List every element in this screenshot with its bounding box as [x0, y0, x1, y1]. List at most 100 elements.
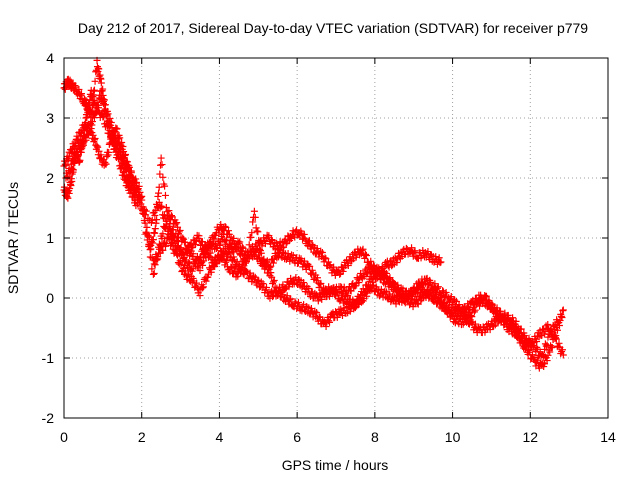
data-point — [288, 251, 296, 259]
data-point — [558, 313, 566, 321]
data-point — [188, 278, 196, 286]
data-point — [191, 241, 199, 249]
data-point — [215, 229, 223, 237]
data-point — [233, 269, 241, 277]
data-point — [303, 303, 311, 311]
data-point — [195, 232, 203, 240]
data-point — [88, 118, 96, 126]
y-axis-ticks: -2 -1 0 1 2 3 4 — [42, 50, 608, 426]
data-point — [179, 234, 187, 242]
data-point — [120, 169, 128, 177]
data-point — [82, 136, 90, 144]
data-point — [267, 269, 275, 277]
x-tick-label: 10 — [445, 429, 461, 445]
data-point — [245, 241, 253, 249]
y-axis-label: SDTVAR / TECUs — [5, 182, 21, 294]
data-point — [388, 279, 396, 287]
data-point — [109, 135, 117, 143]
data-point — [272, 292, 280, 300]
data-point — [434, 283, 442, 291]
data-point — [317, 247, 325, 255]
data-point — [155, 183, 163, 191]
data-point — [100, 99, 108, 107]
data-point — [265, 232, 273, 240]
data-point — [253, 227, 261, 235]
data-point — [236, 265, 244, 273]
data-point — [151, 225, 159, 233]
x-axis-ticks: 0 2 4 6 8 10 12 14 — [60, 58, 616, 445]
data-point — [541, 345, 549, 353]
data-point — [237, 251, 245, 259]
data-point — [397, 284, 405, 292]
data-point — [91, 134, 99, 142]
data-point — [463, 318, 471, 326]
data-point — [207, 241, 215, 249]
data-point — [171, 237, 179, 245]
data-point — [274, 246, 282, 254]
data-point — [481, 292, 489, 300]
data-point — [344, 262, 352, 270]
data-point — [558, 346, 566, 354]
data-point — [149, 270, 157, 278]
data-points — [60, 56, 567, 372]
data-point — [150, 229, 158, 237]
data-point — [539, 359, 547, 367]
data-point — [427, 278, 435, 286]
data-point — [135, 182, 143, 190]
data-point — [486, 326, 494, 334]
data-point — [113, 125, 121, 133]
data-point — [442, 288, 450, 296]
data-point — [210, 235, 218, 243]
data-point — [63, 172, 71, 180]
data-point — [105, 122, 113, 130]
data-point — [163, 220, 171, 228]
chart-title: Day 212 of 2017, Sidereal Day-to-day VTE… — [78, 20, 588, 36]
data-point — [512, 317, 520, 325]
data-point — [181, 267, 189, 275]
data-point — [319, 288, 327, 296]
data-point — [145, 233, 153, 241]
data-point — [250, 207, 258, 215]
data-point — [149, 236, 157, 244]
data-point — [181, 258, 189, 266]
data-point — [557, 312, 565, 320]
y-tick-label: 0 — [46, 290, 54, 306]
data-point — [196, 292, 204, 300]
data-point — [307, 270, 315, 278]
data-point — [342, 291, 350, 299]
data-point — [269, 278, 277, 286]
data-point — [300, 230, 308, 238]
data-point — [109, 138, 117, 146]
data-point — [559, 351, 567, 359]
data-point — [160, 211, 168, 219]
data-point — [333, 313, 341, 321]
data-point — [115, 155, 123, 163]
data-point — [555, 339, 563, 347]
data-point — [204, 273, 212, 281]
data-point — [437, 293, 445, 301]
data-point — [291, 298, 299, 306]
data-point — [351, 304, 359, 312]
data-point — [156, 241, 164, 249]
data-point — [199, 261, 207, 269]
data-point — [359, 271, 367, 279]
data-point — [151, 211, 159, 219]
data-point — [64, 194, 72, 202]
data-point — [543, 324, 551, 332]
data-point — [129, 189, 137, 197]
data-point — [314, 297, 322, 305]
data-point — [305, 237, 313, 245]
data-point — [262, 283, 270, 291]
data-point — [393, 259, 401, 267]
data-point — [184, 271, 192, 279]
data-point — [150, 270, 158, 278]
data-point — [379, 273, 387, 281]
series-track-d — [62, 87, 567, 359]
data-point — [159, 246, 167, 254]
data-point — [383, 269, 391, 277]
data-point — [89, 92, 97, 100]
data-point — [130, 193, 138, 201]
data-point — [514, 329, 522, 337]
data-point — [313, 274, 321, 282]
data-point — [166, 224, 174, 232]
